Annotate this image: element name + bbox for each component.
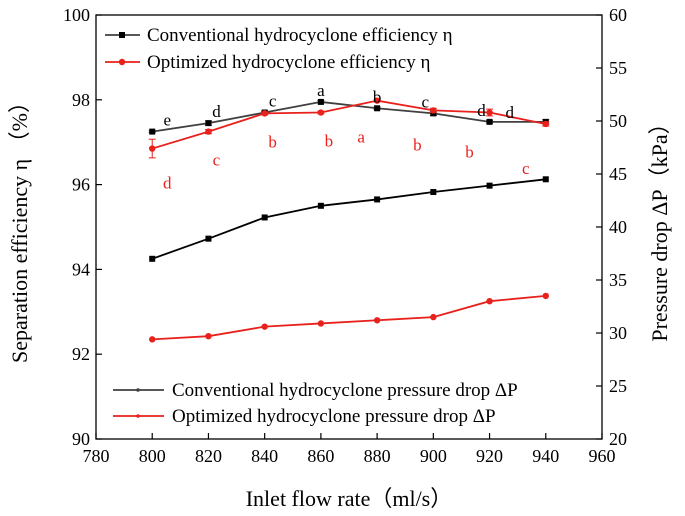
data-point-circle <box>205 128 212 135</box>
x-tick-label: 800 <box>139 446 166 466</box>
significance-letter: d <box>477 101 486 120</box>
x-tick-label: 940 <box>532 446 559 466</box>
data-point-circle <box>205 332 212 340</box>
y-left-tick-label: 90 <box>72 429 90 449</box>
significance-letter: b <box>373 87 382 106</box>
data-point-circle <box>486 109 493 116</box>
legend-swatch-dot-marker <box>136 388 140 392</box>
x-tick-label: 840 <box>251 446 278 466</box>
data-point-square <box>374 196 381 203</box>
data-point-square <box>149 128 156 135</box>
data-point-square <box>149 255 156 262</box>
data-point-circle <box>261 323 268 330</box>
y-left-tick-label: 100 <box>63 5 90 25</box>
data-point-square <box>486 118 493 125</box>
x-tick-label: 920 <box>476 446 503 466</box>
legend-swatch-circle-marker <box>118 58 126 66</box>
y-axis-title-right: Pressure drop ΔP（kPa） <box>647 112 672 341</box>
y-right-tick-label: 60 <box>609 5 627 25</box>
y-right-tick-label: 35 <box>609 270 627 290</box>
y-right-tick-label: 55 <box>609 58 627 78</box>
data-point-circle <box>542 292 549 300</box>
significance-letter: b <box>268 132 277 151</box>
legend-swatch-dot-marker <box>136 414 140 418</box>
series-line-1 <box>151 99 546 150</box>
data-point-circle <box>149 145 156 152</box>
data-point-circle <box>317 109 325 116</box>
y-left-tick-label: 92 <box>72 344 90 364</box>
y-right-tick-label: 50 <box>609 111 627 131</box>
data-point-square <box>430 189 437 196</box>
tick-layer: 780 800 820 840 860 880 900 920 940 960 90 92 94 96 98… <box>63 5 627 466</box>
data-point-circle <box>542 120 549 128</box>
x-tick-label: 960 <box>589 446 616 466</box>
significance-letter: c <box>269 92 277 111</box>
x-tick-label: 820 <box>195 446 222 466</box>
series-line-2 <box>151 178 546 260</box>
legend-label-conv-dp: Conventional hydrocyclone pressure drop … <box>172 380 518 401</box>
data-point-circle <box>430 313 437 321</box>
series-layer <box>148 97 550 343</box>
significance-letter: b <box>413 135 422 154</box>
y-right-tick-label: 20 <box>609 429 627 449</box>
data-point-square <box>205 235 212 242</box>
significance-letter: d <box>212 102 221 121</box>
data-point-circle <box>373 97 381 104</box>
y-left-tick-label: 96 <box>72 175 90 195</box>
legend-bottom: Conventional hydrocyclone pressure drop … <box>113 380 518 427</box>
data-point-square <box>317 98 324 105</box>
data-point-square <box>317 202 324 209</box>
legend-label-opt-eff: Optimized hydrocyclone efficiency η <box>147 52 430 73</box>
x-tick-label: 880 <box>364 446 391 466</box>
y-left-tick-label: 94 <box>72 259 90 279</box>
x-tick-label: 900 <box>420 446 447 466</box>
annotation-layer: e d c a b c d d d c b b a b b c <box>163 81 530 193</box>
data-point-square <box>205 120 212 127</box>
significance-letter: b <box>465 143 474 162</box>
significance-letter: a <box>317 81 325 100</box>
y-right-tick-label: 40 <box>609 217 627 237</box>
legend-label-opt-dp: Optimized hydrocyclone pressure drop ΔP <box>172 406 496 427</box>
data-point-circle <box>317 320 325 327</box>
y-axis-title-left: Separation efficiency η （%） <box>7 91 32 363</box>
data-point-circle <box>261 110 268 117</box>
data-point-circle <box>373 317 381 324</box>
y-right-tick-label: 30 <box>609 323 627 343</box>
significance-letter: d <box>506 103 515 122</box>
data-point-circle <box>486 298 493 305</box>
series-line-3 <box>152 295 546 341</box>
series-line-0 <box>152 101 546 133</box>
y-left-tick-label: 98 <box>72 90 90 110</box>
x-tick-label: 780 <box>83 446 110 466</box>
x-tick-label: 860 <box>307 446 334 466</box>
data-point-circle <box>149 336 156 343</box>
data-point-circle <box>430 107 437 114</box>
y-right-tick-label: 45 <box>609 164 627 184</box>
data-point-square <box>542 176 549 183</box>
data-point-square <box>261 214 268 221</box>
legend-swatch-square-marker <box>119 32 125 38</box>
significance-letter: b <box>325 132 334 151</box>
x-axis-title: Inlet flow rate（ml/s） <box>246 486 453 511</box>
legend-top: Conventional hydrocyclone efficiency η O… <box>105 25 453 73</box>
y-right-tick-label: 25 <box>609 376 627 396</box>
significance-letter: d <box>163 174 172 193</box>
significance-letter: e <box>163 111 171 130</box>
significance-letter: a <box>357 128 365 147</box>
significance-letter: c <box>213 151 221 170</box>
significance-letter: c <box>522 159 530 178</box>
data-point-square <box>486 182 493 189</box>
data-point-square <box>374 105 381 112</box>
legend-label-conv-eff: Conventional hydrocyclone efficiency η <box>147 25 453 46</box>
significance-letter: c <box>422 92 430 111</box>
